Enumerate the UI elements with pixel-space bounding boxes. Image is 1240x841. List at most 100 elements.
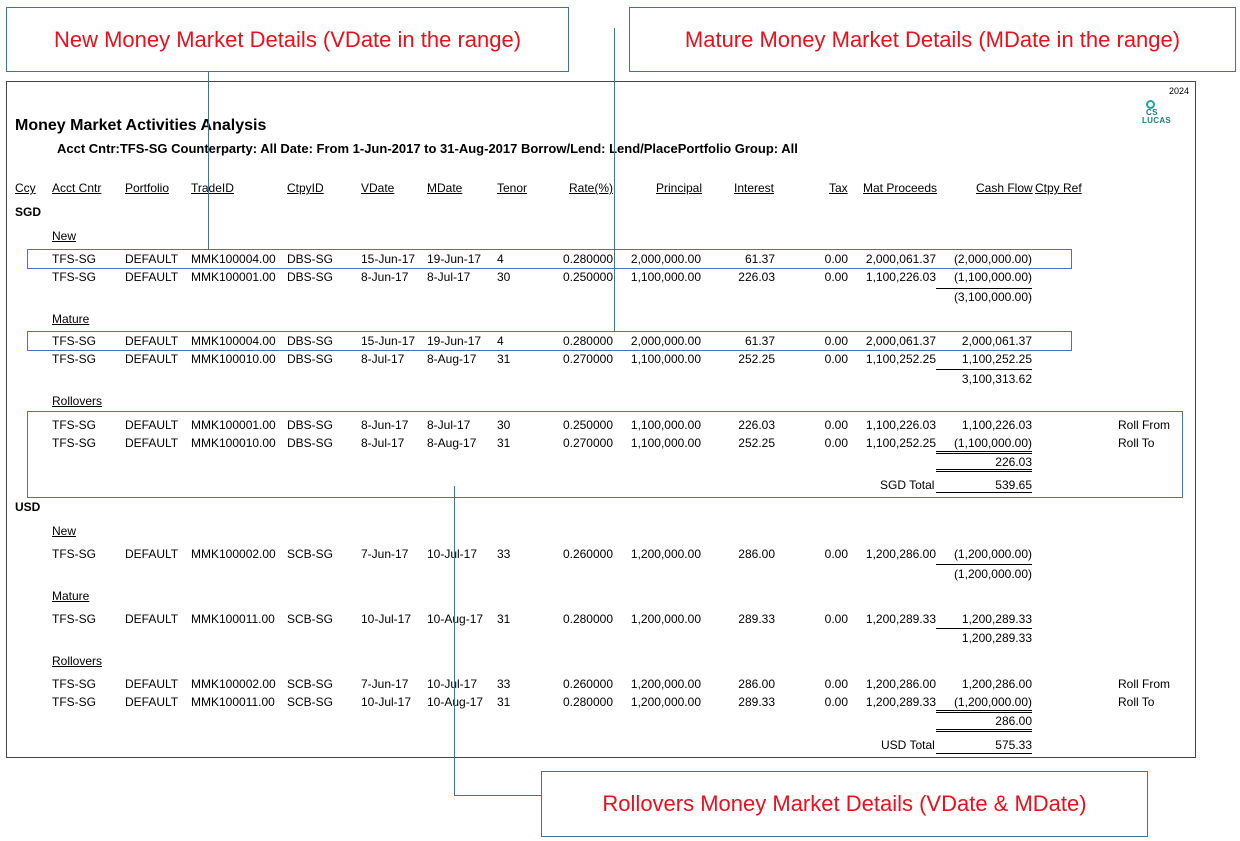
- cell-tenor: 31: [497, 436, 511, 450]
- cell-tradeid: MMK100011.00: [191, 695, 275, 709]
- cell-acct-cntr: TFS-SG: [52, 418, 96, 432]
- cell-tradeid: MMK100004.00: [191, 334, 276, 348]
- cell-ctpyid: DBS-SG: [287, 252, 334, 266]
- cell-acct-cntr: TFS-SG: [52, 547, 96, 561]
- report-page: 2024: [6, 81, 1196, 758]
- usd-rollovers-total: 286.00: [995, 714, 1032, 728]
- cell-portfolio: DEFAULT: [125, 418, 179, 432]
- cell-cash-flow: (1,100,000.00): [953, 436, 1032, 450]
- cell-ctpyid: SCB-SG: [287, 612, 334, 626]
- total-rule: [936, 469, 1032, 470]
- cell-mat-proceeds: 2,000,061.37: [865, 334, 936, 348]
- cell-tenor: 33: [497, 677, 511, 691]
- cell-principal: 1,100,000.00: [630, 418, 701, 432]
- cell-cash-flow: 1,100,226.03: [961, 418, 1032, 432]
- header-acct-cntr: Acct Cntr: [52, 181, 102, 195]
- cell-portfolio: DEFAULT: [125, 547, 179, 561]
- header-ctpyid: CtpyID: [287, 181, 324, 195]
- cell-cash-flow: (1,200,000.00): [953, 695, 1032, 709]
- cell-mdate: 10-Jul-17: [427, 677, 478, 691]
- sgd-mature-row: TFS-SG DEFAULT MMK100004.00 DBS-SG 15-Jun-17…: [0, 334, 1240, 350]
- cell-tax: 0.00: [824, 695, 848, 709]
- sgd-section-mature: Mature: [52, 312, 90, 326]
- sgd-new-total: (3,100,000.00): [953, 290, 1032, 304]
- cell-interest: 226.03: [738, 418, 775, 432]
- cell-cash-flow: (1,100,000.00): [953, 270, 1032, 284]
- cell-portfolio: DEFAULT: [125, 695, 179, 709]
- header-interest: Interest: [734, 181, 775, 195]
- cell-principal: 1,200,000.00: [630, 547, 701, 561]
- cell-tenor: 4: [497, 252, 504, 266]
- cell-vdate: 7-Jun-17: [361, 677, 409, 691]
- cell-acct-cntr: TFS-SG: [52, 695, 96, 709]
- cell-tenor: 33: [497, 547, 511, 561]
- cell-rate: 0.270000: [562, 436, 613, 450]
- cell-interest: 252.25: [738, 352, 775, 366]
- callout-mature-text: Mature Money Market Details (MDate in th…: [684, 26, 1181, 52]
- cell-acct-cntr: TFS-SG: [52, 436, 96, 450]
- cell-vdate: 8-Jun-17: [361, 270, 409, 284]
- usd-rollovers-row: TFS-SG DEFAULT MMK100011.00 SCB-SG 10-Jul-17…: [0, 695, 1240, 711]
- cell-portfolio: DEFAULT: [125, 677, 179, 691]
- callout-new-text: New Money Market Details (VDate in the r…: [53, 26, 522, 52]
- usd-total-value: 575.33: [995, 738, 1032, 752]
- ccy-usd: USD: [15, 500, 41, 514]
- cell-acct-cntr: TFS-SG: [52, 352, 96, 366]
- cell-tenor: 30: [497, 418, 511, 432]
- cell-tenor: 31: [497, 612, 511, 626]
- cell-mat-proceeds: 1,200,289.33: [865, 612, 936, 626]
- header-tax: Tax: [829, 181, 848, 195]
- sgd-total-label: SGD Total: [880, 478, 935, 492]
- cell-interest: 289.33: [738, 695, 775, 709]
- usd-mature-total: 1,200,289.33: [961, 631, 1032, 645]
- cell-interest: 286.00: [738, 677, 775, 691]
- cell-principal: 1,200,000.00: [630, 695, 701, 709]
- cs-lucas-logo: CS LUCAS: [1142, 100, 1186, 125]
- header-tenor: Tenor: [497, 181, 528, 195]
- cell-acct-cntr: TFS-SG: [52, 270, 96, 284]
- report-year: 2024: [1168, 86, 1189, 96]
- cell-tenor: 31: [497, 695, 511, 709]
- ccy-sgd: SGD: [15, 205, 42, 219]
- report-title: Money Market Activities Analysis: [15, 117, 267, 134]
- header-rate: Rate(%): [569, 181, 614, 195]
- total-rule: [936, 369, 1032, 370]
- cell-tax: 0.00: [824, 334, 848, 348]
- cell-portfolio: DEFAULT: [125, 436, 179, 450]
- sgd-mature-row: TFS-SG DEFAULT MMK100010.00 DBS-SG 8-Jul-17 8…: [0, 352, 1240, 368]
- cell-vdate: 8-Jun-17: [361, 418, 409, 432]
- total-rule: [936, 471, 1032, 472]
- callout-rollovers-details: Rollovers Money Market Details (VDate & …: [541, 771, 1148, 837]
- cell-rate: 0.280000: [562, 252, 613, 266]
- cell-interest: 289.33: [738, 612, 775, 626]
- sgd-rollovers-row: TFS-SG DEFAULT MMK100001.00 DBS-SG 8-Jun-17 8…: [0, 418, 1240, 434]
- cell-ctpy-ref: Roll To: [1118, 695, 1155, 709]
- cell-tax: 0.00: [824, 418, 848, 432]
- cell-rate: 0.280000: [562, 695, 613, 709]
- callout-rollovers-text: Rollovers Money Market Details (VDate & …: [602, 791, 1087, 816]
- sgd-rollovers-row: TFS-SG DEFAULT MMK100010.00 DBS-SG 8-Jul-17 8…: [0, 436, 1240, 452]
- cell-rate: 0.260000: [562, 547, 613, 561]
- total-rule: [936, 712, 1032, 713]
- logo-ring-icon: [1146, 100, 1155, 109]
- cell-mdate: 8-Aug-17: [427, 436, 477, 450]
- cell-rate: 0.280000: [562, 334, 613, 348]
- cell-rate: 0.260000: [562, 677, 613, 691]
- cell-mdate: 10-Aug-17: [427, 612, 484, 626]
- sgd-section-new: New: [52, 229, 77, 243]
- cell-vdate: 7-Jun-17: [361, 547, 409, 561]
- cell-mdate: 19-Jun-17: [427, 334, 482, 348]
- cell-acct-cntr: TFS-SG: [52, 334, 96, 348]
- cell-rate: 0.280000: [562, 612, 613, 626]
- cell-principal: 2,000,000.00: [630, 252, 701, 266]
- cell-mat-proceeds: 2,000,061.37: [865, 252, 936, 266]
- callout-mature-details: Mature Money Market Details (MDate in th…: [629, 7, 1236, 72]
- cell-ctpyid: SCB-SG: [287, 547, 334, 561]
- usd-section-rollovers: Rollovers: [52, 654, 103, 668]
- header-ctpy-ref: Ctpy Ref: [1035, 181, 1082, 195]
- cell-vdate: 8-Jul-17: [361, 436, 405, 450]
- total-rule: [936, 492, 1032, 493]
- cell-vdate: 15-Jun-17: [361, 252, 416, 266]
- cell-tax: 0.00: [824, 547, 848, 561]
- cell-interest: 226.03: [738, 270, 775, 284]
